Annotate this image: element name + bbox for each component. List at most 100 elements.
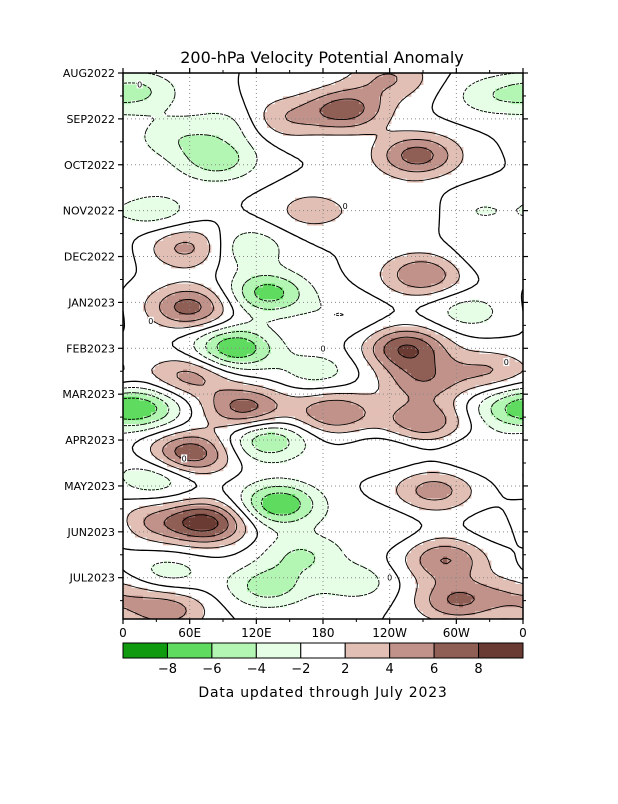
shade-cell	[147, 533, 152, 538]
shade-cell	[431, 260, 436, 265]
shade-cell	[191, 431, 196, 437]
shade-cell	[175, 252, 180, 257]
shade-cell	[395, 385, 400, 390]
shade-cell	[435, 373, 440, 378]
shade-cell	[279, 287, 284, 292]
shade-cell	[487, 108, 492, 113]
shade-cell	[259, 517, 264, 522]
shade-cell	[351, 88, 356, 93]
shade-cell	[263, 451, 268, 456]
shade-cell	[295, 310, 300, 316]
shade-cell	[451, 494, 456, 499]
shade-cell	[147, 521, 152, 526]
shade-cell	[491, 377, 496, 382]
shade-cell	[395, 330, 400, 335]
shade-cell	[139, 408, 144, 413]
shade-cell	[447, 416, 452, 421]
shade-cell	[275, 408, 280, 413]
shade-cell	[375, 123, 380, 128]
shade-cell	[323, 396, 328, 401]
shade-cell	[415, 291, 420, 296]
shade-cell	[443, 400, 448, 405]
shade-cell	[235, 517, 240, 522]
shade-cell	[287, 349, 292, 355]
shade-cell	[383, 420, 388, 425]
shade-cell	[299, 100, 304, 105]
shade-cell	[147, 104, 152, 109]
shade-cell	[219, 525, 224, 530]
shade-cell	[435, 342, 440, 347]
shade-cell	[339, 427, 344, 433]
shade-cell	[423, 162, 428, 167]
shade-cell	[423, 420, 428, 425]
shade-cell	[387, 342, 392, 347]
shade-cell	[143, 416, 148, 421]
shade-cell	[163, 310, 168, 316]
shade-cell	[479, 377, 484, 382]
shade-cell	[331, 123, 336, 128]
shade-cell	[315, 404, 320, 409]
shade-cell	[515, 88, 520, 93]
shade-cell	[235, 174, 240, 179]
shade-cell	[443, 486, 448, 491]
shade-cell	[219, 166, 224, 171]
shade-cell	[159, 100, 164, 105]
shade-cell	[199, 470, 204, 476]
shade-cell	[383, 408, 388, 413]
shade-cell	[271, 104, 276, 109]
shade-cell	[247, 240, 252, 245]
shade-cell	[299, 482, 304, 487]
shade-cell	[487, 365, 492, 370]
shade-cell	[151, 392, 156, 398]
shade-cell	[155, 396, 160, 401]
shade-cell	[207, 346, 212, 351]
shade-cell	[167, 139, 172, 144]
shade-cell	[475, 365, 480, 370]
shade-cell	[315, 104, 320, 109]
shade-cell	[275, 299, 280, 304]
shade-cell	[179, 299, 184, 304]
shade-cell	[503, 92, 508, 97]
shade-cell	[347, 80, 352, 86]
shade-cell	[371, 353, 376, 359]
shade-cell	[299, 447, 304, 452]
shade-cell	[267, 252, 272, 257]
shade-cell	[347, 92, 352, 97]
shade-cell	[283, 396, 288, 401]
shade-cell	[435, 494, 440, 499]
shade-cell	[195, 338, 200, 343]
shade-cell	[455, 361, 460, 366]
shade-cell	[199, 244, 204, 249]
shade-cell	[143, 213, 148, 218]
shade-cell	[431, 486, 436, 491]
shade-cell	[519, 424, 524, 429]
shade-cell	[479, 104, 484, 109]
shade-cell	[423, 342, 428, 347]
shade-cell	[375, 365, 380, 370]
shade-cell	[435, 369, 440, 374]
shade-cell	[443, 396, 448, 401]
shade-cell	[247, 299, 252, 304]
shade-cell	[407, 482, 412, 487]
shade-cell	[503, 400, 508, 405]
shade-cell	[403, 412, 408, 417]
shade-cell	[139, 388, 144, 394]
shade-cell	[147, 517, 152, 522]
shade-cell	[203, 396, 208, 401]
shade-cell	[231, 404, 236, 409]
shade-cell	[495, 424, 500, 429]
shade-cell	[359, 400, 364, 405]
shade-cell	[459, 349, 464, 355]
shade-cell	[331, 213, 336, 218]
shade-cell	[251, 260, 256, 265]
shade-cell	[215, 158, 220, 164]
shade-cell	[203, 431, 208, 437]
shade-cell	[211, 166, 216, 171]
shade-cell	[411, 396, 416, 401]
shade-cell	[519, 209, 524, 214]
shade-cell	[171, 127, 176, 132]
shade-cell	[379, 104, 384, 109]
shade-cell	[235, 271, 240, 277]
shade-cell	[303, 303, 308, 308]
shade-cell	[303, 537, 308, 542]
